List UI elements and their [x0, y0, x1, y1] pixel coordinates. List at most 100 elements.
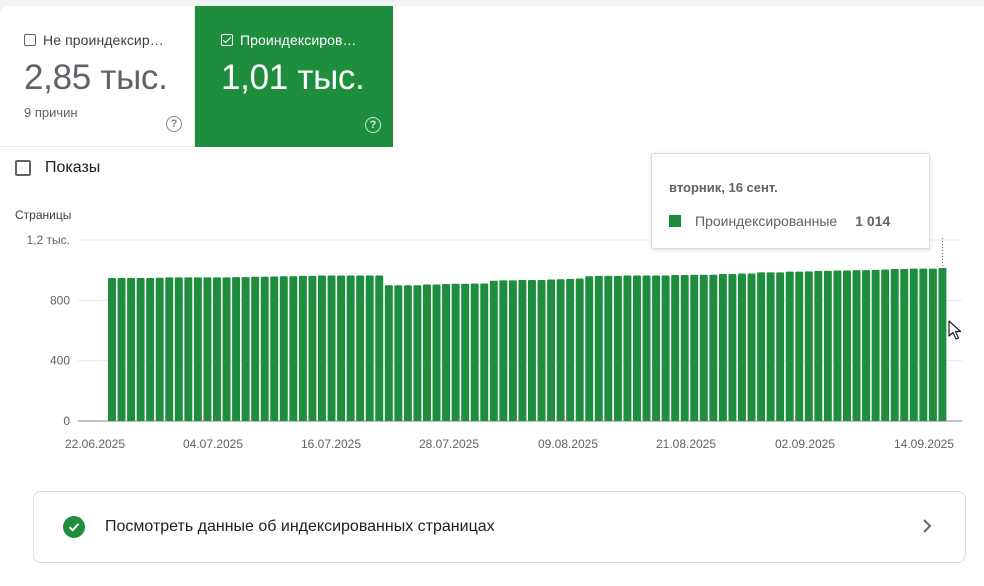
chart-bar[interactable]: [423, 284, 431, 422]
chart-bar[interactable]: [728, 273, 737, 421]
chart-bar[interactable]: [804, 271, 813, 421]
chart-bar[interactable]: [852, 270, 861, 421]
chart-bar[interactable]: [213, 277, 221, 421]
chart-bar[interactable]: [642, 275, 651, 421]
chart-bar[interactable]: [146, 278, 155, 421]
chart-bar[interactable]: [594, 275, 603, 421]
chart-bar[interactable]: [652, 275, 661, 421]
chart-bar[interactable]: [747, 273, 756, 421]
chart-bar[interactable]: [356, 275, 365, 421]
chart-bar[interactable]: [346, 275, 355, 421]
chart-bar[interactable]: [365, 275, 374, 421]
chart-bar[interactable]: [556, 279, 565, 421]
indexing-chart[interactable]: 0 400 800 1,2 тыс. 22.06.2025 04.07.2025 16.07…: [0, 0, 984, 470]
chart-bar[interactable]: [575, 278, 584, 421]
chart-bar[interactable]: [814, 270, 823, 421]
impressions-checkbox[interactable]: [15, 160, 31, 176]
chart-bar[interactable]: [270, 276, 279, 422]
chart-bar[interactable]: [680, 274, 689, 421]
chart-bar[interactable]: [432, 284, 441, 422]
chart-bar[interactable]: [776, 272, 785, 421]
chart-bar[interactable]: [843, 270, 851, 421]
chart-bar[interactable]: [928, 268, 937, 421]
chart-bar[interactable]: [671, 274, 680, 421]
chart-bar[interactable]: [795, 271, 804, 421]
chart-bar[interactable]: [318, 275, 326, 421]
tile-indexed[interactable]: Проиндексирова… 1,01 тыс. ?: [195, 6, 393, 147]
chart-bar[interactable]: [862, 270, 871, 421]
chart-bar[interactable]: [623, 275, 632, 421]
chart-bar[interactable]: [384, 285, 393, 421]
chart-bar[interactable]: [127, 278, 136, 421]
indexed-checkbox[interactable]: [221, 34, 233, 46]
chart-bar[interactable]: [489, 280, 498, 421]
chevron-right-icon[interactable]: [921, 518, 933, 534]
chart-bar[interactable]: [394, 285, 403, 421]
chart-bar[interactable]: [184, 277, 193, 421]
chart-bar[interactable]: [260, 276, 269, 421]
chart-bar[interactable]: [165, 277, 174, 421]
impressions-toggle[interactable]: Показы: [15, 159, 100, 177]
chart-bar[interactable]: [480, 283, 489, 421]
chart-bar[interactable]: [174, 277, 183, 421]
tooltip-date: вторник, 16 сент.: [669, 180, 778, 195]
chart-bar[interactable]: [871, 269, 880, 421]
chart-bar[interactable]: [470, 283, 479, 421]
chart-bar[interactable]: [508, 280, 517, 421]
chart-bar[interactable]: [451, 283, 460, 421]
tile-not-indexed[interactable]: Не проиндексир… 2,85 тыс. 9 причин ?: [0, 6, 195, 147]
chart-bar[interactable]: [757, 272, 766, 421]
chart-bar[interactable]: [537, 279, 546, 421]
chart-bar[interactable]: [251, 276, 260, 421]
chart-bar[interactable]: [699, 274, 708, 421]
chart-bar[interactable]: [375, 275, 384, 421]
chart-bar[interactable]: [155, 277, 164, 421]
chart-bar[interactable]: [117, 278, 126, 421]
not-indexed-checkbox[interactable]: [24, 34, 36, 46]
chart-bar[interactable]: [633, 275, 641, 421]
chart-bar[interactable]: [604, 275, 613, 421]
help-icon[interactable]: ?: [166, 116, 182, 132]
chart-bar[interactable]: [298, 275, 307, 421]
chart-bar[interactable]: [518, 279, 527, 421]
chart-bar[interactable]: [289, 276, 298, 421]
chart-bar[interactable]: [193, 277, 202, 421]
chart-bar[interactable]: [881, 269, 890, 421]
chart-bar[interactable]: [203, 277, 212, 421]
chart-bar[interactable]: [499, 280, 508, 421]
chart-bar[interactable]: [823, 270, 832, 421]
chart-bar[interactable]: [108, 278, 116, 421]
chart-bar[interactable]: [738, 273, 746, 421]
chart-bar[interactable]: [136, 278, 145, 421]
chart-bar[interactable]: [461, 283, 470, 421]
chart-bar[interactable]: [785, 271, 794, 421]
chart-bar[interactable]: [413, 285, 422, 421]
chart-bar[interactable]: [222, 277, 231, 421]
chart-bar[interactable]: [585, 276, 594, 421]
chart-bar[interactable]: [547, 279, 556, 421]
chart-bar[interactable]: [690, 274, 699, 421]
chart-bar[interactable]: [709, 274, 718, 421]
chart-bar[interactable]: [833, 270, 842, 421]
chart-bar[interactable]: [279, 276, 288, 421]
chart-bar[interactable]: [403, 285, 412, 421]
chart-bar[interactable]: [661, 275, 670, 421]
chart-bar[interactable]: [613, 275, 622, 421]
chart-bar[interactable]: [909, 268, 918, 421]
chart-bar[interactable]: [919, 268, 928, 421]
chart-bar[interactable]: [442, 284, 451, 421]
chart-bar[interactable]: [566, 278, 575, 421]
chart-bar[interactable]: [241, 277, 250, 421]
chart-bar[interactable]: [337, 275, 346, 421]
chart-bar[interactable]: [308, 275, 317, 421]
chart-bar[interactable]: [900, 268, 909, 421]
view-indexed-pages-card[interactable]: Посмотреть данные об индексированных стр…: [33, 491, 966, 563]
help-icon[interactable]: ?: [365, 117, 381, 133]
chart-bar[interactable]: [327, 275, 336, 421]
chart-bar[interactable]: [890, 268, 899, 421]
chart-bar[interactable]: [528, 279, 536, 421]
chart-bar[interactable]: [766, 272, 775, 421]
chart-bar[interactable]: [718, 273, 727, 421]
chart-bar[interactable]: [938, 268, 947, 421]
chart-bar[interactable]: [232, 277, 241, 421]
